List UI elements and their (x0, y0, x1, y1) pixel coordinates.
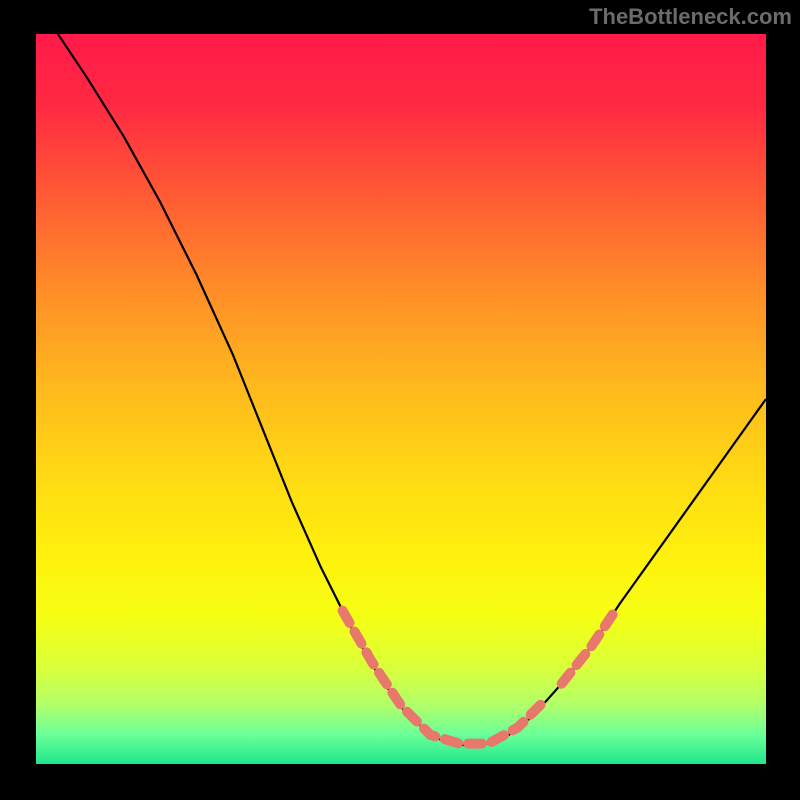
bottleneck-curve-chart (0, 0, 800, 800)
plot-gradient-background (36, 34, 766, 764)
watermark-text: TheBottleneck.com (589, 4, 792, 30)
chart-container: TheBottleneck.com (0, 0, 800, 800)
